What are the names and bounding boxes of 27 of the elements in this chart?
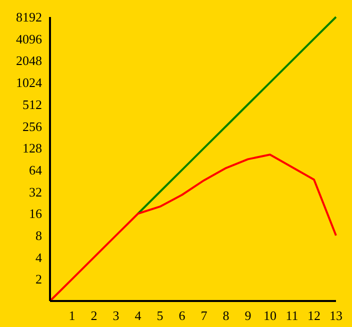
y-tick-label: 64 bbox=[29, 162, 42, 178]
y-tick-label: 4096 bbox=[16, 31, 42, 46]
x-tick-label: 6 bbox=[178, 308, 186, 323]
y-tick-label: 512 bbox=[22, 96, 42, 112]
x-tick-label: 7 bbox=[200, 308, 208, 323]
line-series bbox=[137, 16, 337, 215]
x-tick-label: 10 bbox=[264, 308, 276, 323]
x-tick-label: 8 bbox=[222, 308, 230, 323]
x-tick-label: 4 bbox=[134, 308, 142, 323]
x-tick-label: 2 bbox=[90, 308, 98, 323]
x-tick-label: 12 bbox=[308, 308, 320, 323]
y-tick-label: 8192 bbox=[16, 10, 42, 25]
x-tick-label: 1 bbox=[68, 308, 76, 323]
y-tick-label: 32 bbox=[29, 184, 42, 200]
x-tick-label: 11 bbox=[286, 308, 298, 323]
y-tick-label: 128 bbox=[22, 140, 42, 156]
x-tick-label: 3 bbox=[112, 308, 120, 323]
y-tick-label: 2 bbox=[36, 272, 42, 287]
x-tick-label: 9 bbox=[244, 308, 252, 323]
y-tick-label: 256 bbox=[22, 118, 42, 134]
y-tick-label: 4 bbox=[36, 250, 42, 265]
y-tick-label: 8 bbox=[36, 228, 42, 244]
x-tick-label: 13 bbox=[330, 308, 342, 323]
y-tick-label: 2048 bbox=[16, 53, 42, 68]
x-tick-label: 5 bbox=[156, 308, 164, 323]
y-tick-label: 16 bbox=[29, 206, 42, 222]
y-tick-label: 1024 bbox=[16, 75, 42, 90]
